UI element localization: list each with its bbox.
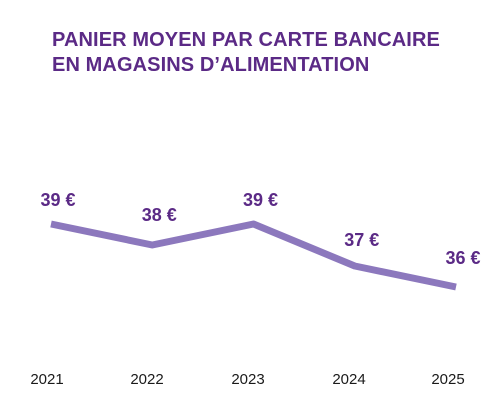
data-label: 38 € xyxy=(142,205,177,225)
data-label: 36 € xyxy=(445,248,480,268)
value-labels-group: 39 € 38 € 39 € 37 € 36 € xyxy=(40,190,480,268)
data-label: 39 € xyxy=(40,190,75,210)
x-tick-label: 2023 xyxy=(231,371,264,388)
chart-title-line-1: PANIER MOYEN PAR CARTE BANCAIRE xyxy=(52,29,440,51)
x-tick-label: 2021 xyxy=(30,371,63,388)
chart-title: PANIER MOYEN PAR CARTE BANCAIRE EN MAGAS… xyxy=(52,28,472,78)
series-line xyxy=(50,220,457,291)
x-axis-ticks-group: 2021 2022 2023 2024 2025 xyxy=(30,371,464,388)
x-tick-label: 2025 xyxy=(431,371,464,388)
x-tick-label: 2022 xyxy=(130,371,163,388)
x-tick-label: 2024 xyxy=(332,371,365,388)
series-line-group xyxy=(50,220,457,291)
data-label: 37 € xyxy=(344,230,379,250)
data-label: 39 € xyxy=(243,190,278,210)
chart-title-line-2: EN MAGASINS D’ALIMENTATION xyxy=(52,54,370,76)
